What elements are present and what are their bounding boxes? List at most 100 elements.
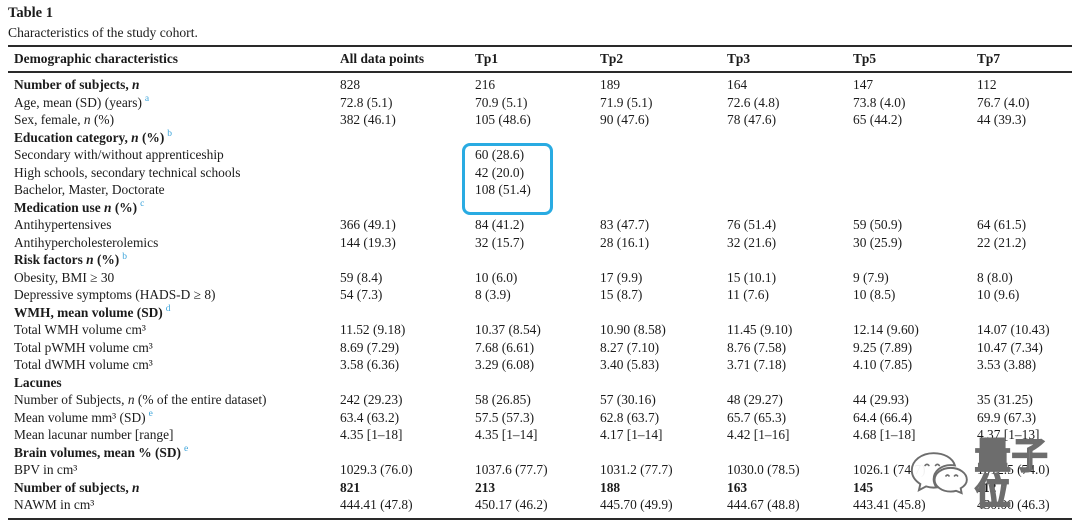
- table-cell: 15 (10.1): [727, 269, 777, 285]
- table-cell: [475, 304, 600, 322]
- table-cell: 10.90 (8.58): [600, 322, 666, 337]
- table-cell: [727, 251, 853, 269]
- table-cell: [977, 199, 1072, 217]
- table-cell: [727, 129, 853, 147]
- table-cell: [340, 164, 475, 182]
- table-body: Number of subjects, n 828 216 189 164 147 112 A…: [14, 76, 1072, 514]
- table-cell: 72.8 (5.1): [340, 94, 393, 110]
- table-caption: Characteristics of the study cohort.: [8, 25, 198, 40]
- table-cell: [977, 251, 1072, 269]
- row-label: Total pWMH volume cm³: [14, 339, 153, 355]
- table-cell: [727, 146, 853, 164]
- table-cell: 1029.3 (76.0): [340, 462, 413, 477]
- table-cell: [977, 374, 1072, 392]
- table-cell: 69.9 (67.3): [977, 409, 1037, 425]
- table-row: BPV in cm³ 1029.3 (76.0) 1037.6 (77.7) 1031…: [14, 461, 1072, 479]
- table-cell: [475, 129, 600, 147]
- table-cell: [600, 444, 727, 462]
- table-cell: [600, 146, 727, 164]
- table-cell: [853, 444, 977, 462]
- row-label: Medication use n (%) c: [14, 199, 145, 215]
- table-cell: 59 (8.4): [340, 269, 383, 285]
- table-cell: 71.9 (5.1): [600, 94, 653, 110]
- table-cell: 44 (39.3): [977, 112, 1027, 127]
- table-cell: [977, 304, 1072, 322]
- table-row: Brain volumes, mean % (SD) e: [14, 444, 1072, 462]
- table-row: Obesity, BMI ≥ 30 59 (8.4) 10 (6.0) 17 (9.9…: [14, 269, 1072, 287]
- table-cell: [600, 164, 727, 182]
- table-cell: 821: [340, 479, 361, 495]
- table-cell: 48 (29.27): [727, 392, 783, 407]
- table-cell: 366 (49.1): [340, 217, 396, 232]
- table-cell: 8.27 (7.10): [600, 339, 660, 355]
- table-cell: 112: [977, 479, 997, 495]
- table-row: Total pWMH volume cm³ 8.69 (7.29) 7.68 (6.…: [14, 339, 1072, 357]
- row-label: BPV in cm³: [14, 462, 78, 477]
- table-cell: 54 (7.3): [340, 287, 383, 302]
- column-header: Tp7: [977, 51, 1001, 66]
- table-cell: 8.69 (7.29): [340, 339, 400, 355]
- table-cell: 59 (50.9): [853, 217, 903, 232]
- table-cell: 84 (41.2): [475, 217, 525, 232]
- table-cell: 4.68 [1–18]: [853, 427, 916, 442]
- table-cell: 11.45 (9.10): [727, 322, 793, 337]
- table-cell: 8 (8.0): [977, 269, 1013, 285]
- table-rule-top: [8, 45, 1072, 47]
- table-row: Number of Subjects, n (% of the entire d…: [14, 391, 1072, 409]
- table-cell: 4.37 [1–13]: [977, 427, 1040, 442]
- table-cell: [475, 251, 600, 269]
- table-cell: [727, 374, 853, 392]
- row-label: Mean volume mm³ (SD) e: [14, 409, 153, 425]
- table-cell: 15 (8.7): [600, 287, 643, 302]
- table-cell: 60 (28.6): [475, 147, 525, 162]
- row-label: Bachelor, Master, Doctorate: [14, 182, 165, 197]
- table-cell: 430.00 (46.3): [977, 497, 1050, 512]
- table-rule-header: [8, 71, 1072, 74]
- table-cell: [600, 304, 727, 322]
- table-cell: 382 (46.1): [340, 112, 396, 127]
- table-row: Number of subjects, n 828 216 189 164 147 112: [14, 76, 1072, 94]
- row-label: Sex, female, n (%): [14, 112, 115, 127]
- footnote-marker: d: [165, 304, 171, 315]
- table-cell: [853, 181, 977, 199]
- row-label: Antihypercholesterolemics: [14, 234, 159, 250]
- table-cell: [600, 251, 727, 269]
- table-cell: 4.17 [1–14]: [600, 427, 663, 442]
- table-cell: 1037.6 (77.7): [475, 462, 548, 477]
- table-cell: [340, 146, 475, 164]
- table-cell: [977, 444, 1072, 462]
- table-cell: [600, 129, 727, 147]
- footnote-marker: a: [144, 94, 150, 105]
- table-row: Number of subjects, n 821 213 188 163 145 112: [14, 479, 1072, 497]
- table-cell: 73.8 (4.0): [853, 94, 906, 110]
- table-cell: 32 (15.7): [475, 234, 525, 250]
- table-row: WMH, mean volume (SD) d: [14, 304, 1072, 322]
- table-cell: [853, 129, 977, 147]
- table-cell: 63.4 (63.2): [340, 409, 400, 425]
- table-cell: 1026.1 (74.7): [853, 462, 926, 477]
- table-cell: 10.37 (8.54): [475, 322, 541, 337]
- table-cell: [853, 199, 977, 217]
- footnote-marker: b: [167, 129, 173, 140]
- table-cell: 4.35 [1–14]: [475, 427, 538, 442]
- table-cell: [853, 374, 977, 392]
- table-row: Sex, female, n (%) 382 (46.1) 105 (48.6) 90…: [14, 111, 1072, 129]
- table-cell: 32 (21.6): [727, 234, 777, 250]
- table-cell: [853, 146, 977, 164]
- table-row: Bachelor, Master, Doctorate 108 (51.4): [14, 181, 1072, 199]
- table-cell: [340, 444, 475, 462]
- table-row: High schools, secondary technical school…: [14, 164, 1072, 182]
- table-cell: 3.40 (5.83): [600, 357, 660, 372]
- table-cell: 70.9 (5.1): [475, 94, 528, 110]
- table-cell: 4.35 [1–18]: [340, 427, 403, 442]
- table-cell: 11.52 (9.18): [340, 322, 406, 337]
- row-label: NAWM in cm³: [14, 497, 95, 512]
- table-cell: [340, 181, 475, 199]
- column-header: Tp1: [475, 51, 499, 66]
- table-cell: [475, 374, 600, 392]
- column-header: Tp5: [853, 51, 877, 66]
- table-cell: 12.14 (9.60): [853, 322, 919, 337]
- row-label: Secondary with/without apprenticeship: [14, 147, 224, 162]
- table-row: Age, mean (SD) (years) a 72.8 (5.1) 70.9 (5…: [14, 94, 1072, 112]
